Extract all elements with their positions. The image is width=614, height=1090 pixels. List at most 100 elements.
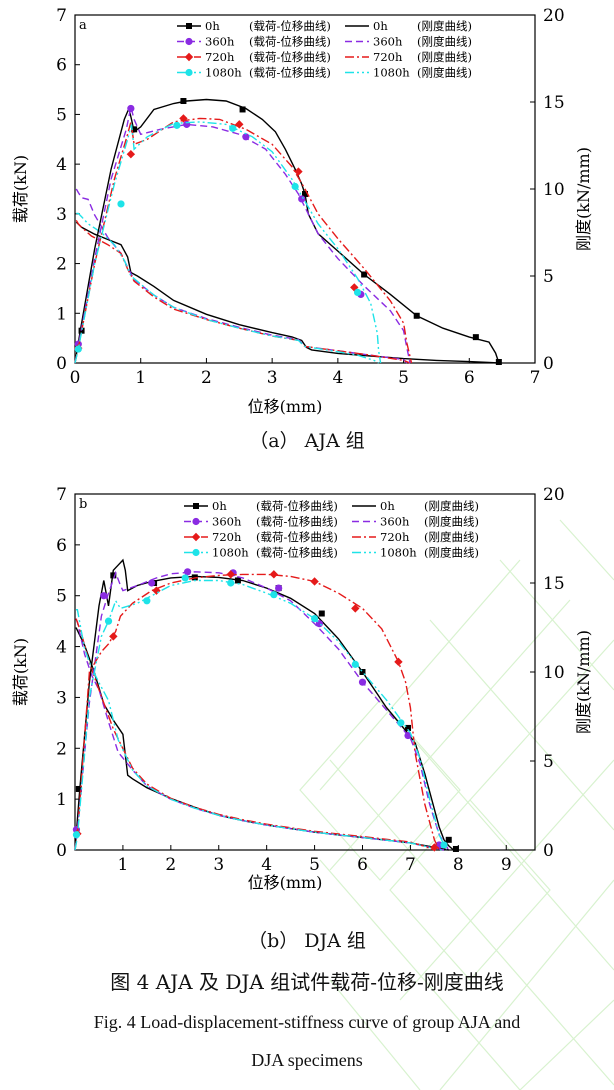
x-tick-label: 8 (453, 855, 464, 875)
load-line-360h (74, 570, 450, 851)
y2-tick-label: 0 (543, 841, 554, 861)
load-point-720h (226, 570, 235, 579)
legend-kind-label: (载荷-位移曲线) (256, 546, 338, 560)
load-point-0h (495, 359, 502, 366)
load-line-720h (74, 573, 440, 851)
load-point-1080h (440, 841, 448, 849)
y-axis-label: 载荷(kN) (11, 638, 30, 706)
y2-tick-label: 20 (543, 6, 565, 26)
y2-axis-label: 刚度(kN/mm) (574, 630, 593, 734)
load-point-1080h (74, 345, 82, 353)
legend-kind-label: (载荷-位移曲线) (249, 50, 331, 64)
x-tick-label: 5 (398, 368, 409, 388)
load-point-720h (235, 120, 244, 129)
legend-series-label: 1080h (380, 546, 417, 560)
y2-axis-label: 刚度(kN/mm) (574, 147, 593, 251)
load-line-720h (74, 117, 413, 364)
y-tick-label: 7 (56, 6, 67, 26)
x-axis-label: 位移(mm) (248, 397, 323, 416)
x-tick-label: 1 (135, 368, 146, 388)
legend-series-label: 720h (205, 50, 235, 64)
load-point-0h (472, 334, 479, 341)
load-point-1080h (173, 121, 181, 129)
x-tick-label: 3 (213, 855, 224, 875)
stiffness-line-720h (75, 219, 411, 364)
legend-marker (193, 503, 199, 509)
x-tick-label: 9 (501, 855, 512, 875)
load-point-360h (404, 731, 412, 740)
load-line-0h (74, 558, 454, 851)
figure-caption-english-line1: Fig. 4 Load-displacement-stiffness curve… (93, 1012, 521, 1032)
load-point-0h (75, 785, 82, 792)
x-tick-label: 3 (267, 368, 278, 388)
y-tick-label: 1 (56, 304, 67, 324)
x-tick-label: 2 (165, 855, 176, 875)
load-point-0h (239, 106, 246, 113)
subcaption-b: （b） DJA 组 (248, 930, 366, 952)
load-point-360h (358, 678, 367, 686)
load-point-1080h (72, 831, 81, 839)
figure-caption-chinese: 图 4 AJA 及 DJA 组试件载荷-位移-刚度曲线 (110, 970, 504, 994)
load-point-1080h (397, 719, 405, 727)
legend-series-label: 720h (373, 50, 403, 64)
legend-series-label: 1080h (212, 546, 249, 560)
legend-kind-label: (刚度曲线) (424, 530, 479, 544)
y-tick-label: 3 (56, 205, 67, 225)
load-point-1080h (227, 579, 235, 587)
load-point-720h (430, 843, 439, 852)
legend-series-label: 720h (380, 530, 410, 544)
y-tick-label: 4 (56, 155, 67, 175)
load-point-1080h (117, 200, 125, 208)
stiffness-line-0h (75, 627, 449, 851)
legend-kind-label: (载荷-位移曲线) (249, 19, 331, 33)
stiffness-line-1080h (76, 609, 442, 851)
y-tick-label: 1 (56, 790, 67, 810)
legend-marker (192, 517, 200, 526)
x-tick-label: 4 (332, 368, 343, 388)
legend-marker (186, 23, 192, 29)
load-point-360h (275, 584, 283, 592)
legend-marker (185, 68, 193, 77)
load-point-720h (294, 167, 303, 176)
chart-panel-b: b 0 1 2 3 4 5 6 7 0 5 10 15 20 1 2 3 4 5 6 7 8 9 位移(mm) 载荷(kN) 刚度… (11, 485, 593, 892)
subcaption-a: （a） AJA 组 (249, 430, 365, 452)
load-point-1080h (181, 574, 189, 582)
load-point-720h (310, 577, 319, 586)
legend-kind-label: (刚度曲线) (417, 35, 472, 49)
legend-series-label: 360h (205, 35, 235, 49)
x-axis-label: 位移(mm) (248, 873, 323, 892)
legend-series-label: 0h (380, 499, 395, 513)
legend-kind-label: (刚度曲线) (424, 515, 479, 529)
x-tick-label: 4 (261, 855, 272, 875)
x-tick-label: 1 (118, 855, 129, 875)
legend-kind-label: (刚度曲线) (417, 50, 472, 64)
load-point-0h (180, 98, 187, 105)
load-point-1080h (229, 124, 237, 132)
y2-tick-label: 20 (543, 485, 565, 505)
legend-series-label: 360h (380, 515, 410, 529)
legend-kind-label: (载荷-位移曲线) (249, 66, 331, 80)
load-point-360h (184, 568, 192, 576)
stiffness-line-1080h (76, 212, 379, 364)
load-point-0h (302, 190, 308, 197)
panel-label: a (79, 18, 87, 33)
legend-marker (191, 532, 201, 542)
load-point-360h (148, 579, 156, 587)
legend-series-label: 1080h (205, 66, 242, 80)
diamond-watermark-pattern (299, 519, 614, 1090)
load-point-360h (298, 195, 306, 203)
load-point-0h (452, 845, 459, 852)
load-point-720h (394, 657, 403, 667)
load-point-1080h (353, 288, 362, 297)
load-point-720h (126, 150, 136, 159)
y2-tick-label: 10 (543, 180, 565, 200)
load-point-0h (361, 271, 368, 278)
y-tick-label: 0 (56, 841, 67, 861)
legend-series-label: 0h (373, 19, 388, 33)
load-point-1080h (270, 591, 278, 599)
y-tick-label: 6 (56, 56, 67, 76)
stiffness-line-720h (75, 618, 435, 851)
load-point-720h (269, 570, 279, 579)
legend-series-label: 720h (212, 530, 242, 544)
